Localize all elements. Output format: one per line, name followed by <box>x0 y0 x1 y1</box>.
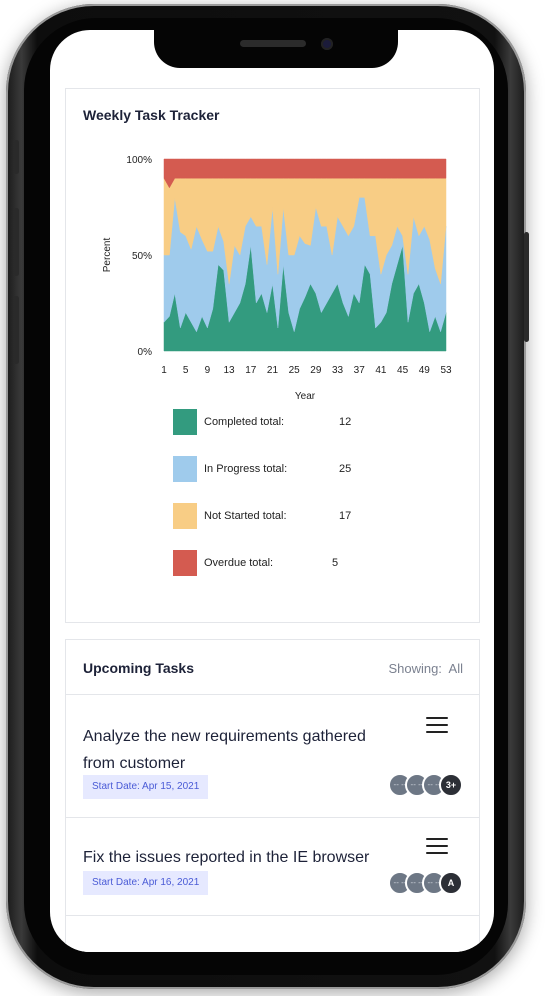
showing-label: Showing: <box>388 661 442 676</box>
front-camera <box>321 38 333 50</box>
task-title-line: Analyze the new requirements gathered <box>83 728 366 745</box>
x-tick-label: 25 <box>289 365 301 376</box>
legend-value: 12 <box>339 416 352 428</box>
avatar-more-count[interactable]: 3+ <box>439 773 463 797</box>
y-tick-label: 0% <box>138 347 153 358</box>
task-divider <box>66 817 479 818</box>
task-start-date: Start Date: Apr 15, 2021 <box>83 775 209 799</box>
showing-value: All <box>448 661 463 676</box>
task-menu-icon[interactable] <box>426 717 448 733</box>
legend-label: Not Started total: <box>204 510 287 522</box>
x-tick-label: 21 <box>267 365 279 376</box>
upcoming-title: Upcoming Tasks <box>83 660 194 676</box>
header-divider <box>66 694 479 695</box>
legend-label: In Progress total: <box>204 463 288 475</box>
avatar-initial[interactable]: A <box>439 871 463 895</box>
tracker-title: Weekly Task Tracker <box>83 107 220 123</box>
phone-notch <box>154 30 398 68</box>
x-tick-label: 9 <box>205 365 211 376</box>
showing-filter[interactable]: Showing: All <box>388 661 463 676</box>
x-tick-label: 1 <box>161 365 167 376</box>
power-button <box>524 232 529 342</box>
x-tick-label: 33 <box>332 365 344 376</box>
task-title[interactable]: Fix the issues reported in the IE browse… <box>83 849 370 866</box>
legend-swatch <box>173 503 197 529</box>
legend-value: 17 <box>339 510 352 522</box>
legend-value: 25 <box>339 463 352 475</box>
mute-switch <box>14 140 19 174</box>
volume-down-button <box>14 296 19 364</box>
phone-screen: Weekly Task Tracker 0% 50% 100% 1 5 9 13 17 21 25… <box>50 30 494 952</box>
x-tick-label: 13 <box>224 365 236 376</box>
y-tick-label: 50% <box>132 251 152 262</box>
legend-swatch <box>173 456 197 482</box>
x-tick-label: 41 <box>375 365 387 376</box>
task-title[interactable]: Analyze the new requirements gathered fr… <box>83 723 366 777</box>
legend-label: Overdue total: <box>204 557 274 569</box>
x-tick-label: 49 <box>419 365 431 376</box>
stacked-area-chart: 0% 50% 100% 1 5 9 13 17 21 25 29 33 37 41 45 49 53 Year Pe… <box>102 155 452 402</box>
upcoming-tasks-card: Upcoming Tasks Showing: All Analyze the … <box>65 639 480 952</box>
legend-swatch <box>173 409 197 435</box>
x-axis-label: Year <box>295 391 316 402</box>
legend-value: 5 <box>332 557 339 569</box>
volume-up-button <box>14 208 19 276</box>
weekly-tracker-card: Weekly Task Tracker 0% 50% 100% 1 5 9 13 17 21 25… <box>65 88 480 623</box>
legend-swatch <box>173 550 197 576</box>
task-menu-icon[interactable] <box>426 838 448 854</box>
task-divider <box>66 915 479 916</box>
y-tick-label: 100% <box>126 155 152 166</box>
x-tick-label: 17 <box>245 365 257 376</box>
x-tick-label: 29 <box>310 365 322 376</box>
speaker-grille <box>240 40 306 47</box>
y-axis-label: Percent <box>102 238 113 273</box>
x-tick-label: 53 <box>440 365 452 376</box>
x-tick-label: 45 <box>397 365 409 376</box>
x-tick-label: 5 <box>183 365 189 376</box>
task-title-line: from customer <box>83 755 186 772</box>
task-start-date: Start Date: Apr 16, 2021 <box>83 871 209 895</box>
x-tick-label: 37 <box>354 365 366 376</box>
series-area-overdue <box>163 158 447 189</box>
legend-label: Completed total: <box>204 416 285 428</box>
